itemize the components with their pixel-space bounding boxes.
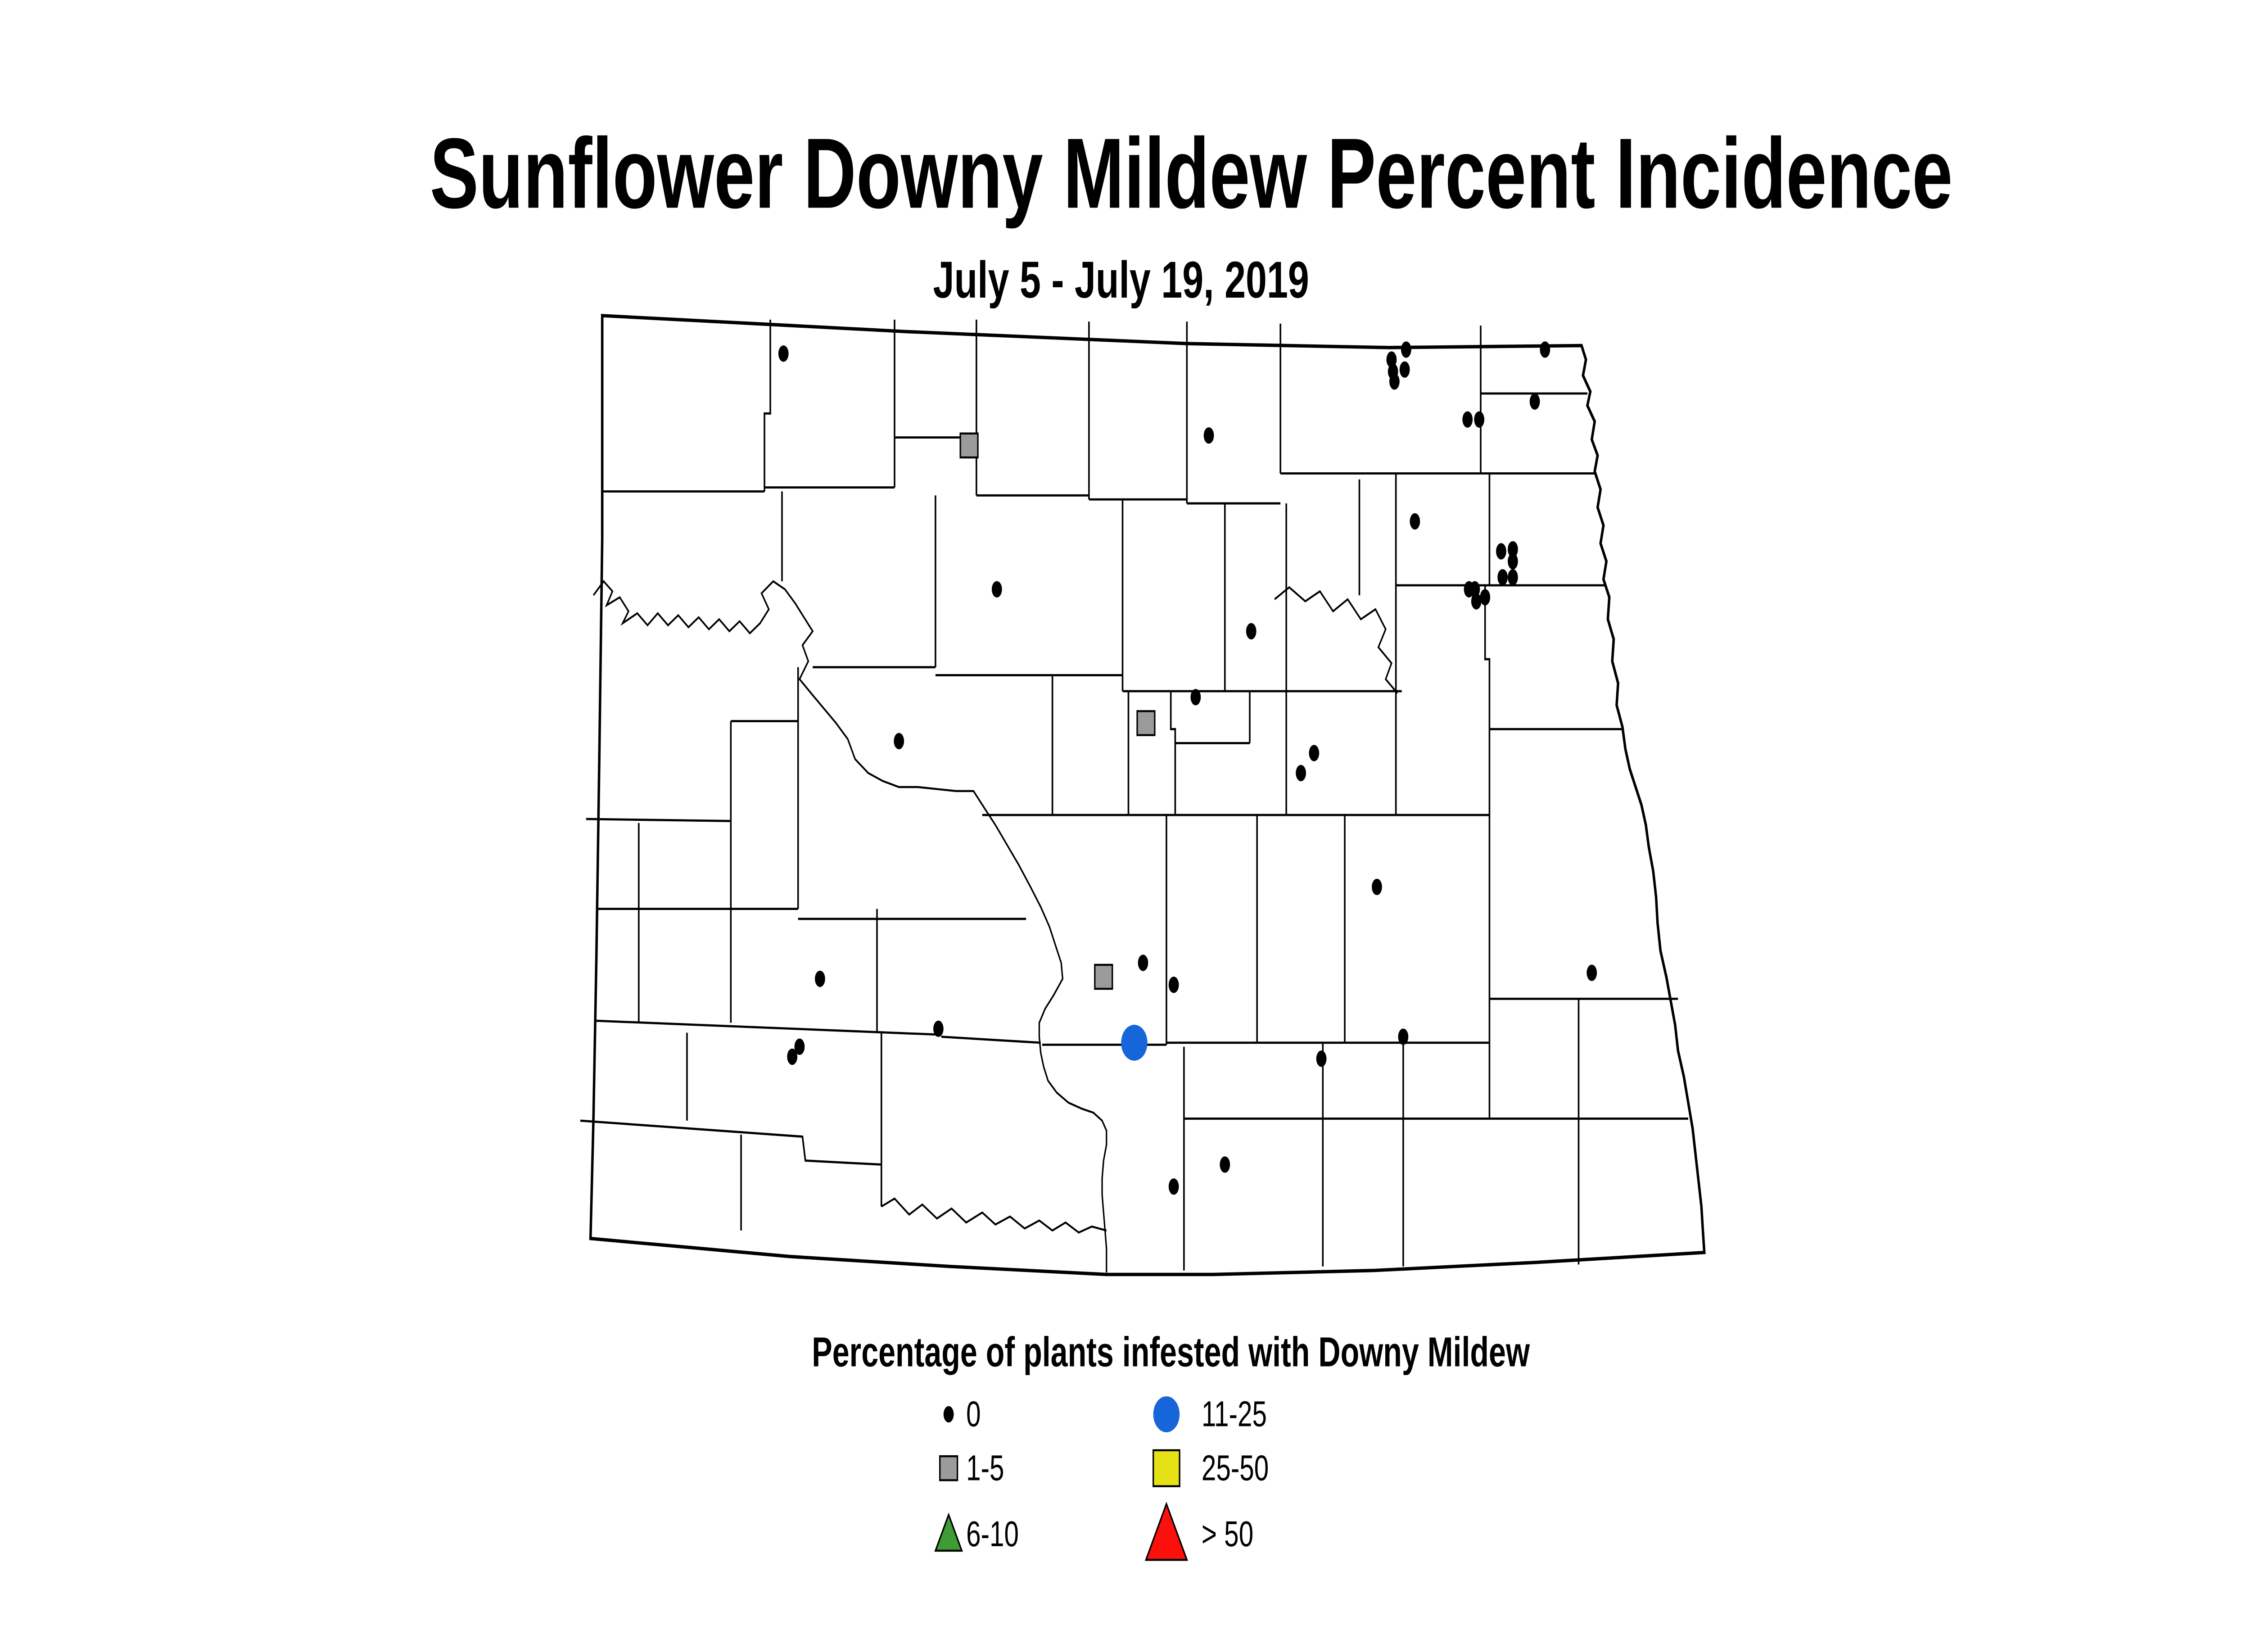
map-point-0 — [1508, 553, 1518, 570]
map-point-0 — [1246, 623, 1257, 640]
map-point-0 — [794, 1038, 805, 1055]
lake-sakakawea-missouri-river — [593, 580, 1107, 1273]
square-symbol-legend — [1153, 1449, 1180, 1487]
map-point-0 — [894, 733, 904, 750]
map-point-0 — [1203, 427, 1214, 444]
legend-item-label: > 50 — [1202, 1514, 1253, 1554]
legend: Percentage of plants infested with Downy… — [812, 1329, 1530, 1561]
circle-symbol-legend — [1153, 1396, 1180, 1432]
map-point-0 — [1540, 341, 1550, 358]
map-point-0 — [1410, 513, 1420, 530]
map-points — [778, 341, 1597, 1195]
map-point-0 — [815, 970, 825, 987]
map-point-0 — [1508, 569, 1518, 586]
map-point-0 — [1190, 689, 1201, 706]
legend-title: Percentage of plants infested with Downy… — [812, 1329, 1530, 1376]
north-dakota-map — [580, 314, 1706, 1276]
legend-item-label: 1-5 — [966, 1448, 1004, 1488]
figure-subtitle: July 5 - July 19, 2019 — [933, 251, 1309, 309]
map-point-0 — [1497, 569, 1508, 586]
map-point-0 — [933, 1020, 944, 1037]
rivers — [593, 580, 1398, 1273]
map-point-0 — [1389, 373, 1400, 390]
map-point-0 — [787, 1048, 798, 1065]
map-point-0 — [778, 345, 789, 362]
map-point-0 — [1220, 1156, 1230, 1173]
map-point-0 — [1462, 411, 1473, 428]
map-point-0 — [991, 581, 1002, 597]
legend-items: 0 1-5 6-10 11-25 25-50 > 50 — [934, 1394, 1269, 1561]
dot-symbol-legend — [943, 1406, 954, 1423]
map-point-1-5 — [959, 432, 979, 459]
devils-lake — [1274, 586, 1398, 694]
map-point-1-5 — [1094, 964, 1113, 990]
map-point-0 — [1474, 411, 1485, 428]
map-point-0 — [1296, 765, 1306, 782]
map-point-0 — [1508, 541, 1518, 558]
map-point-0 — [1587, 964, 1597, 981]
legend-item-label: 6-10 — [966, 1514, 1019, 1554]
legend-item-label: 25-50 — [1202, 1448, 1269, 1488]
legend-item-label: 0 — [966, 1394, 981, 1434]
triangle-symbol-legend — [934, 1512, 963, 1552]
map-point-0 — [1496, 543, 1506, 560]
map-point-0 — [1309, 745, 1320, 761]
map-point-1-5 — [1136, 710, 1156, 736]
state-outline — [589, 314, 1706, 1276]
map-point-0 — [1401, 341, 1411, 358]
legend-item-label: 11-25 — [1202, 1394, 1267, 1434]
square-symbol-legend — [939, 1455, 958, 1481]
triangle-symbol-legend — [1144, 1502, 1188, 1561]
map-point-0 — [1480, 589, 1491, 606]
map-point-0 — [1471, 593, 1482, 610]
figure-title: Sunflower Downy Mildew Percent Incidence — [430, 118, 1953, 230]
map-point-0 — [1529, 393, 1540, 410]
cannonball-river — [881, 1197, 1107, 1234]
map-point-0 — [1168, 977, 1179, 993]
map-point-0 — [1168, 1178, 1179, 1195]
map-point-0 — [1398, 1028, 1409, 1045]
map-point-11-25 — [1121, 1024, 1148, 1061]
map-point-0 — [1372, 878, 1382, 896]
map-point-0 — [1138, 955, 1148, 971]
map-point-0 — [1316, 1050, 1327, 1067]
county-boundaries — [580, 319, 1688, 1271]
map-point-0 — [1399, 361, 1410, 378]
